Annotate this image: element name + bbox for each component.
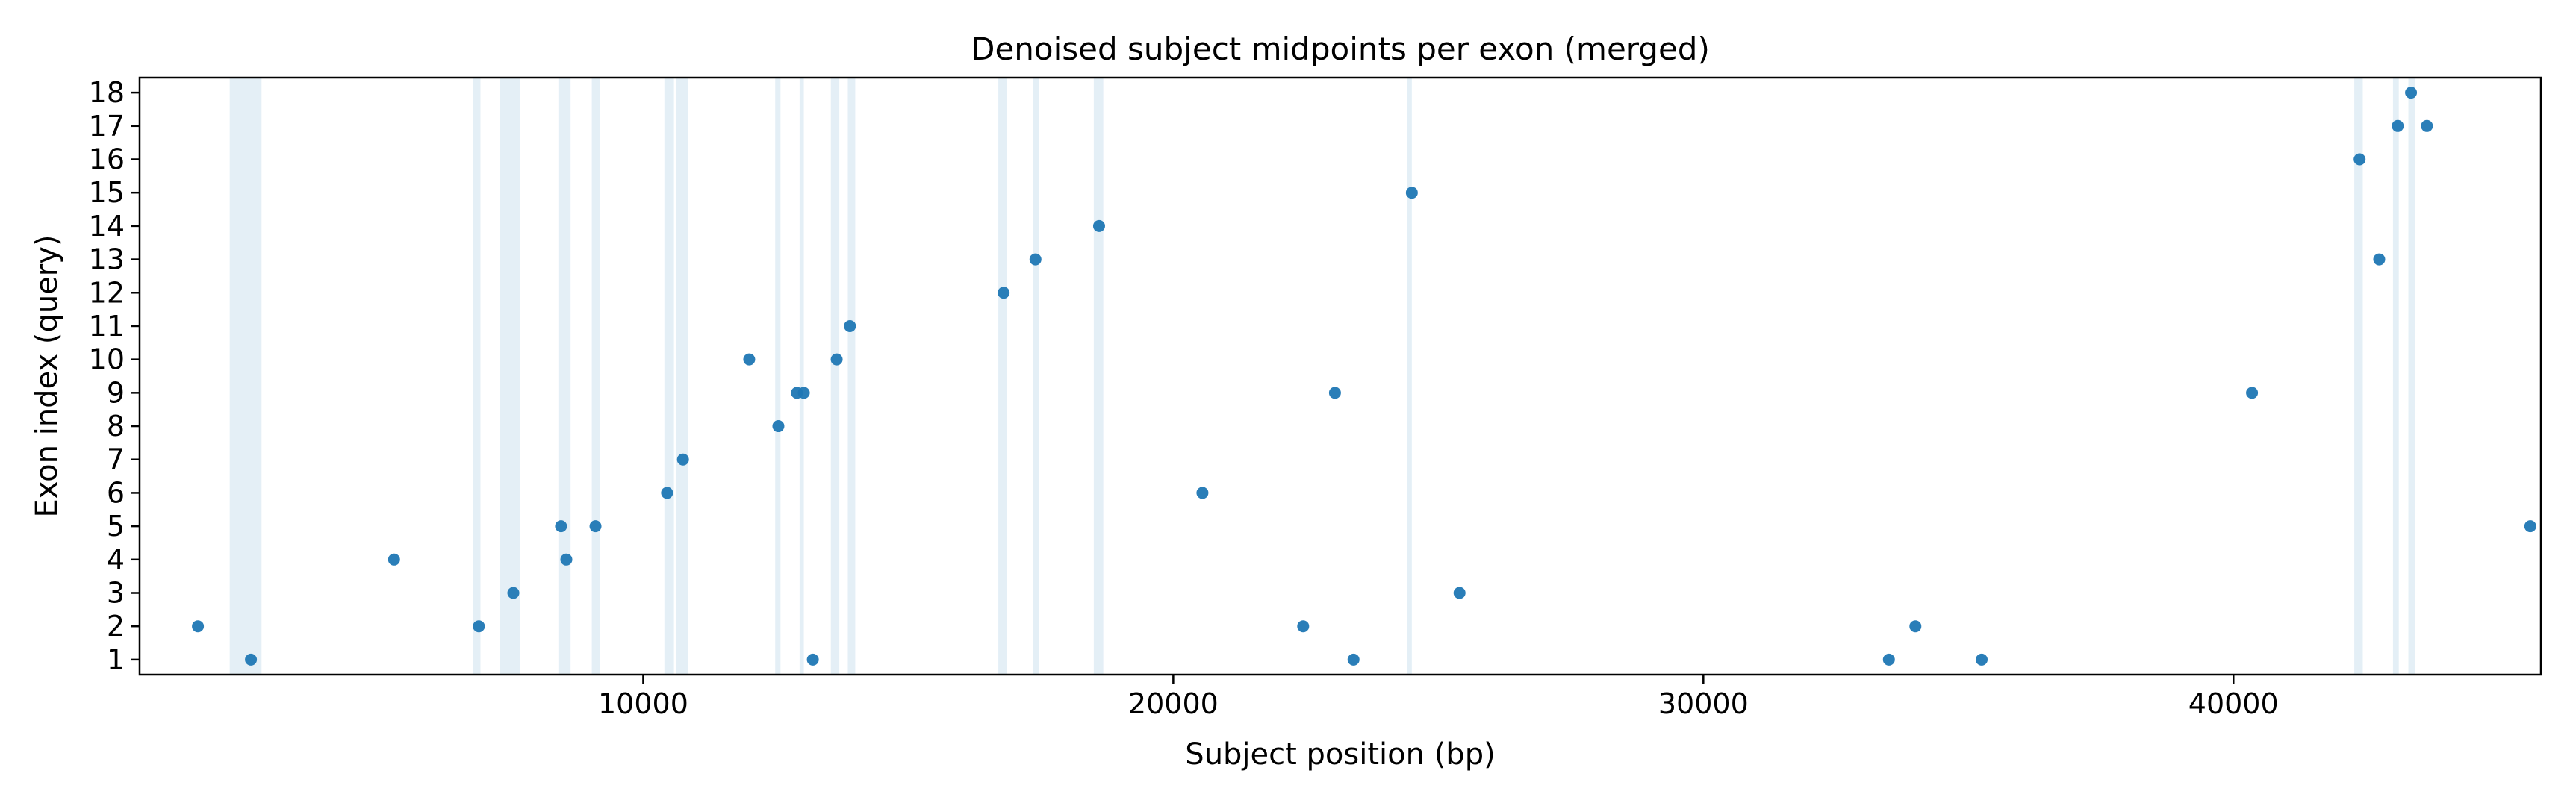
highlight-band	[558, 78, 571, 675]
data-point	[2405, 87, 2418, 99]
data-point	[1297, 620, 1310, 633]
y-tick-label: 15	[89, 176, 125, 209]
data-point	[1882, 653, 1895, 666]
chart-title: Denoised subject midpoints per exon (mer…	[971, 31, 1710, 67]
y-tick-label: 4	[107, 543, 125, 576]
data-point	[998, 287, 1010, 299]
data-point	[560, 553, 573, 566]
data-point	[844, 319, 856, 332]
highlighted-bands	[229, 78, 2415, 675]
highlight-band	[2408, 78, 2415, 675]
y-tick-label: 17	[89, 110, 125, 143]
highlight-band	[664, 78, 674, 675]
data-point	[2392, 119, 2404, 132]
data-point	[806, 653, 819, 666]
data-point	[1347, 653, 1360, 666]
highlight-band	[229, 78, 262, 675]
data-point	[2246, 387, 2259, 399]
data-point	[2421, 119, 2433, 132]
y-tick-label: 18	[89, 76, 125, 109]
y-tick-label: 11	[89, 310, 125, 343]
data-point	[1092, 219, 1105, 232]
data-point	[2373, 253, 2386, 266]
y-tick-label: 3	[107, 577, 125, 610]
data-point	[2353, 153, 2366, 166]
y-tick-label: 1	[107, 643, 125, 676]
y-tick-label: 13	[89, 243, 125, 276]
x-tick-label: 20000	[1128, 687, 1219, 720]
data-point	[797, 387, 810, 399]
x-tick-label: 40000	[2188, 687, 2279, 720]
y-axis-label: Exon index (query)	[30, 234, 64, 517]
data-point	[772, 420, 785, 433]
data-point	[830, 353, 843, 366]
data-point	[1976, 653, 1988, 666]
x-tick-label: 30000	[1658, 687, 1749, 720]
data-point	[589, 520, 602, 533]
y-tick-label: 12	[89, 276, 125, 309]
data-points	[192, 87, 2536, 666]
highlight-band	[591, 78, 600, 675]
highlight-band	[998, 78, 1007, 675]
x-axis-label: Subject position (bp)	[1185, 737, 1495, 772]
y-tick-label: 10	[89, 343, 125, 376]
data-point	[1909, 620, 1922, 633]
data-point	[2524, 520, 2536, 533]
data-point	[1029, 253, 1042, 266]
data-point	[1453, 587, 1466, 599]
highlight-band	[500, 78, 520, 675]
y-tick-label: 6	[107, 476, 125, 509]
data-point	[388, 553, 400, 566]
y-tick-label: 5	[107, 510, 125, 543]
highlight-band	[1093, 78, 1104, 675]
highlight-band	[2354, 78, 2363, 675]
y-tick-label: 9	[107, 376, 125, 409]
highlight-band	[830, 78, 840, 675]
y-tick-label: 8	[107, 410, 125, 443]
highlight-band	[799, 78, 804, 675]
data-point	[473, 620, 485, 633]
highlight-band	[775, 78, 781, 675]
data-point	[1405, 187, 1418, 199]
data-point	[743, 353, 756, 366]
data-point	[661, 487, 673, 499]
highlight-band	[676, 78, 688, 675]
data-point	[1196, 487, 1209, 499]
plot-frame	[138, 76, 2542, 676]
data-point	[555, 520, 567, 533]
highlight-band	[2392, 78, 2399, 675]
x-axis-ticks: 10000 20000 30000 40000	[598, 675, 2279, 720]
y-tick-label: 2	[107, 610, 125, 643]
y-tick-label: 16	[89, 143, 125, 175]
data-point	[507, 587, 520, 599]
highlight-band	[1033, 78, 1039, 675]
y-tick-label: 14	[89, 210, 125, 243]
data-point	[676, 453, 689, 466]
highlight-band	[1407, 78, 1412, 675]
data-point	[192, 620, 205, 633]
highlight-band	[847, 78, 856, 675]
data-point	[1328, 387, 1341, 399]
highlight-band	[473, 78, 481, 675]
data-point	[245, 653, 258, 666]
y-tick-label: 7	[107, 443, 125, 476]
x-tick-label: 10000	[598, 687, 688, 720]
